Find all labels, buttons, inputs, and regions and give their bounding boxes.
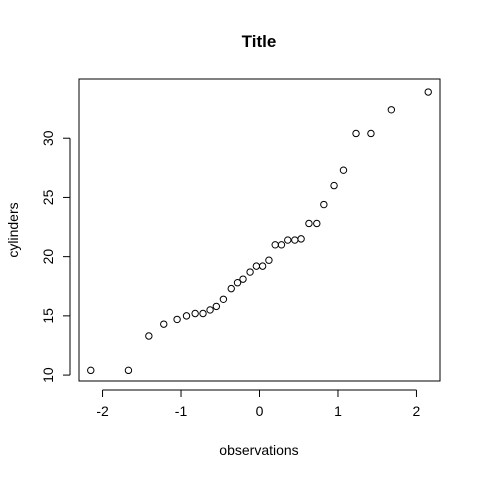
- data-point: [246, 268, 254, 276]
- data-point: [191, 309, 199, 318]
- plot-frame: [78, 78, 441, 382]
- chart-title: Title: [242, 32, 277, 51]
- x-tick-label: -1: [175, 403, 188, 419]
- x-tick-label: 1: [334, 403, 342, 419]
- data-point: [173, 315, 181, 324]
- data-point: [284, 236, 292, 244]
- x-axis-label: observations: [219, 442, 298, 458]
- y-tick-label: 20: [40, 249, 56, 265]
- x-axis: -2 -1 0 1 2: [96, 389, 421, 419]
- data-point: [182, 312, 191, 320]
- data-point: [387, 106, 396, 114]
- data-point: [199, 309, 207, 318]
- y-axis: 10 15 20 25 30: [40, 130, 71, 383]
- data-point: [233, 279, 242, 287]
- data-point: [291, 236, 299, 244]
- x-tick-label: -2: [96, 403, 109, 419]
- data-point: [271, 241, 279, 249]
- y-tick-label: 30: [40, 130, 56, 146]
- data-point: [367, 129, 375, 138]
- data-point: [252, 262, 261, 270]
- data-point: [424, 88, 432, 96]
- x-tick-label: 0: [256, 403, 264, 419]
- data-point: [265, 256, 273, 264]
- data-point: [330, 181, 338, 190]
- data-point: [206, 306, 214, 314]
- data-point: [145, 332, 153, 340]
- data-point: [277, 241, 286, 249]
- data-point: [87, 366, 95, 375]
- y-axis-label: cylinders: [5, 202, 21, 257]
- data-point: [352, 129, 360, 138]
- y-tick-label: 25: [40, 189, 56, 205]
- data-point: [219, 295, 228, 303]
- data-point: [258, 262, 267, 270]
- data-point: [320, 200, 328, 209]
- data-point: [227, 284, 235, 293]
- data-points: [87, 88, 432, 375]
- data-point: [212, 302, 221, 311]
- y-tick-label: 15: [40, 308, 56, 324]
- data-point: [305, 219, 313, 228]
- y-tick-label: 10: [40, 367, 56, 383]
- data-point: [124, 366, 133, 375]
- data-point: [339, 166, 348, 174]
- data-point: [239, 275, 247, 283]
- data-point: [160, 320, 168, 328]
- x-tick-label: 2: [413, 403, 421, 419]
- data-point: [297, 235, 305, 243]
- data-point: [313, 219, 321, 228]
